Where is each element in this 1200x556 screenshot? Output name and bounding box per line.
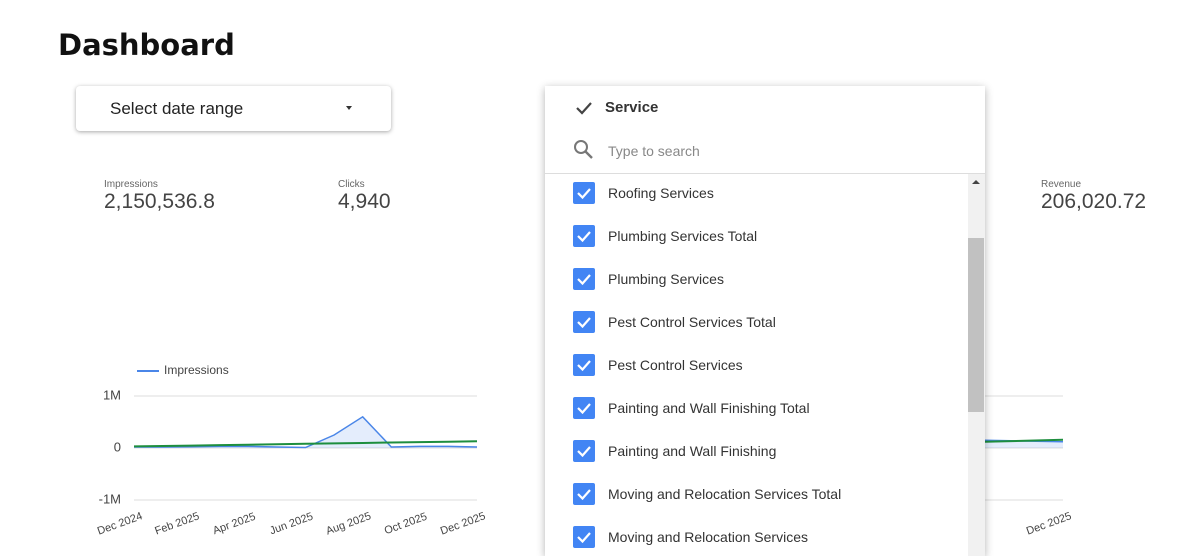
checkbox[interactable] [573,397,595,419]
search-icon [574,140,593,159]
x-tick-label: Dec 2025 [439,510,487,537]
kpi-label: Impressions [104,179,158,190]
series-line [133,440,478,448]
option-label: Pest Control Services [608,357,743,373]
x-tick-label: Dec 2025 [1025,510,1073,537]
x-tick-label: Oct 2025 [383,511,429,538]
check-mark [577,489,591,501]
search-input[interactable]: Type to search [608,143,700,159]
select-label: Select date range [110,99,244,118]
header-check[interactable] [573,97,595,119]
kpi-label: Clicks [338,179,365,190]
series-line [134,415,478,449]
x-tick-label: Dec 2024 [96,510,144,537]
kpi-value: 206,020.72 [1041,190,1147,213]
option-label: Roofing Services [608,185,714,201]
x-tick-label: Feb 2025 [153,510,201,537]
kpi-value: 2,150,536.8 [104,190,215,213]
option-label: Pest Control Services Total [608,314,776,330]
x-tick-label: Aug 2025 [324,510,372,537]
option-label: Moving and Relocation Services [608,529,808,545]
page-title: Dashboard [58,28,235,62]
y-tick-label: -1M [99,491,121,506]
kpi: Impressions 2,150,536.8 [104,179,215,214]
kpi: Clicks 4,940 [338,179,391,214]
check-mark [577,403,591,415]
checkbox[interactable] [573,182,595,204]
check-mark [577,231,591,243]
check-mark [577,532,591,544]
option-label: Painting and Wall Finishing [608,443,777,459]
option-label: Plumbing Services Total [608,228,758,244]
checkbox[interactable] [573,268,595,290]
date-range-select[interactable]: Select date range [76,86,391,131]
x-tick-label: Apr 2025 [211,511,257,538]
x-tick-label: Jun 2025 [268,511,315,538]
y-tick-label: 0 [114,439,121,454]
checkbox[interactable] [573,483,595,505]
option-label: Moving and Relocation Services Total [608,486,842,502]
kpi-value: 4,940 [338,190,391,213]
scroll-up[interactable] [970,178,982,186]
option-label: Plumbing Services [608,271,724,287]
checkbox[interactable] [573,225,595,247]
checkbox[interactable] [573,526,595,548]
scrollbar-thumb[interactable] [968,238,984,412]
checkbox[interactable] [573,354,595,376]
kpi: Revenue 206,020.72 [1041,179,1146,214]
checkbox[interactable] [573,311,595,333]
y-tick-label: 1M [103,387,121,402]
separator [545,173,985,174]
check-mark [577,274,591,286]
check-mark [577,446,591,458]
series-line [984,438,1064,443]
check-mark [577,360,591,372]
check-mark [577,317,591,329]
service-dropdown: Service Type to search Roofing Services P… [545,86,985,556]
caret [346,106,352,110]
kpi-label: Revenue [1041,179,1082,190]
checkbox[interactable] [573,440,595,462]
check-mark [577,188,591,200]
legend-label: Impressions [164,363,229,377]
option-label: Painting and Wall Finishing Total [608,400,810,416]
dropdown-header: Service [605,99,659,116]
